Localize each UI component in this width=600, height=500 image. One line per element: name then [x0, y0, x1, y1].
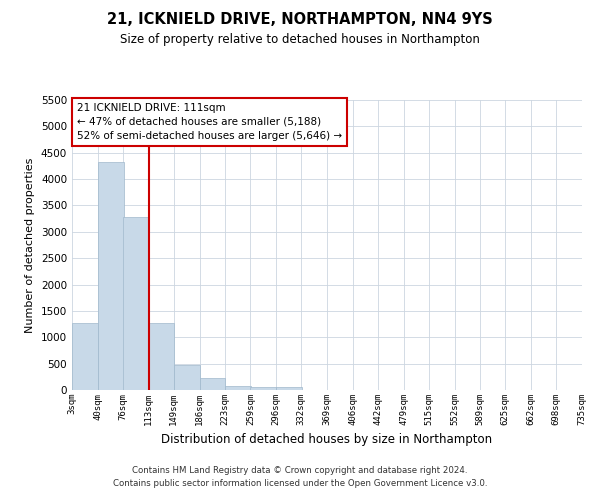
X-axis label: Distribution of detached houses by size in Northampton: Distribution of detached houses by size …	[161, 434, 493, 446]
Y-axis label: Number of detached properties: Number of detached properties	[25, 158, 35, 332]
Text: 21, ICKNIELD DRIVE, NORTHAMPTON, NN4 9YS: 21, ICKNIELD DRIVE, NORTHAMPTON, NN4 9YS	[107, 12, 493, 28]
Bar	[72, 323, 98, 390]
Bar	[123, 217, 149, 390]
Text: Size of property relative to detached houses in Northampton: Size of property relative to detached ho…	[120, 32, 480, 46]
Bar	[199, 378, 225, 390]
Bar	[149, 322, 175, 390]
Bar	[225, 386, 251, 390]
Bar	[174, 364, 199, 390]
Bar	[276, 388, 302, 390]
Bar	[250, 388, 276, 390]
Text: Contains HM Land Registry data © Crown copyright and database right 2024.
Contai: Contains HM Land Registry data © Crown c…	[113, 466, 487, 487]
Text: 21 ICKNIELD DRIVE: 111sqm
← 47% of detached houses are smaller (5,188)
52% of se: 21 ICKNIELD DRIVE: 111sqm ← 47% of detac…	[77, 103, 342, 141]
Bar	[98, 162, 124, 390]
